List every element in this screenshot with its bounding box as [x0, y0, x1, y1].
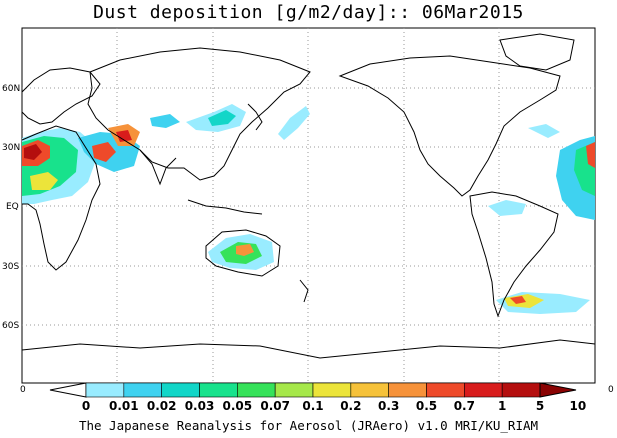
- dust-region-iran-peak: [116, 130, 132, 142]
- colorbar-label: 0.5: [416, 399, 437, 413]
- colorbar-right-edge-label: 0: [608, 385, 614, 395]
- coastline-africa: [21, 125, 101, 271]
- colorbar-label: 0.7: [454, 399, 475, 413]
- colorbar-swatch: [199, 382, 238, 398]
- coastline-asia: [87, 47, 311, 181]
- coastline-greenland: [499, 33, 575, 71]
- colorbar-label: 0.03: [185, 399, 215, 413]
- colorbar-label: 0.01: [109, 399, 139, 413]
- colorbar-swatch: [85, 382, 125, 398]
- dust-region-taklimakan: [150, 114, 180, 128]
- dust-region-australia-high: [236, 244, 254, 256]
- colorbar-swatch: [350, 382, 389, 398]
- dust-region-north-atlantic: [528, 124, 560, 138]
- dust-region-pacific-plume: [278, 106, 310, 140]
- lat-label-eq: EQ: [6, 202, 19, 212]
- colorbar-swatch: [501, 382, 541, 398]
- lat-label-30s: 30S: [2, 262, 19, 272]
- colorbar: 0 0.01 0.02 0.03 0.05 0.07 0.1 0.2 0.3 0.5 0.7 1 5 10: [49, 382, 586, 413]
- dust-region-gobi-core: [208, 110, 236, 126]
- coastline-india: [139, 149, 177, 186]
- coastline-north-america: [338, 55, 561, 197]
- coastline-new-zealand: [299, 279, 309, 303]
- dust-region-amazon: [488, 200, 526, 216]
- dust-region-arabia-high: [92, 142, 116, 162]
- map-title: Dust deposition [g/m2/day]:: 06Mar2015: [93, 2, 524, 23]
- coastline-antarctica: [21, 339, 596, 359]
- colorbar-label: 1: [498, 399, 506, 413]
- coastlines: [21, 33, 596, 359]
- credit-line: The Japanese Reanalysis for Aerosol (JRA…: [78, 418, 539, 433]
- colorbar-label: 0.2: [340, 399, 361, 413]
- latitude-labels: 60N 30N EQ 30S 60S: [2, 84, 20, 331]
- colorbar-label: 0.02: [147, 399, 177, 413]
- colorbar-label: 0.07: [260, 399, 290, 413]
- coastline-indonesia: [187, 199, 263, 215]
- colorbar-label: 0: [82, 399, 90, 413]
- dust-region-sahara-peak: [24, 144, 42, 160]
- colorbar-swatch: [388, 382, 427, 398]
- dust-region-patagonia-high: [510, 296, 526, 304]
- coastline-europe: [21, 67, 101, 125]
- colorbar-left-edge-label: 0: [20, 385, 26, 395]
- coastline-south-america: [469, 191, 559, 318]
- coastline-japan: [247, 103, 263, 131]
- colorbar-swatch: [426, 382, 465, 398]
- colorbar-swatch: [312, 382, 352, 398]
- colorbar-label: 0.1: [302, 399, 323, 413]
- colorbar-label: 10: [569, 399, 586, 413]
- dust-region-atlantic-plume-high: [586, 142, 595, 168]
- colorbar-low-triangle: [49, 382, 87, 398]
- lat-label-60n: 60N: [2, 84, 20, 94]
- dust-region-sahel: [30, 172, 58, 190]
- colorbar-swatch: [237, 382, 276, 398]
- colorbar-swatch: [123, 382, 162, 398]
- colorbar-high-triangle: [539, 382, 577, 398]
- lat-label-30n: 30N: [2, 143, 20, 153]
- colorbar-label: 0.3: [378, 399, 399, 413]
- colorbar-label: 0.05: [223, 399, 253, 413]
- dust-shading: [22, 104, 595, 314]
- colorbar-swatch: [274, 382, 314, 398]
- coastline-australia: [205, 229, 281, 277]
- colorbar-swatch: [464, 382, 503, 398]
- colorbar-label: 5: [536, 399, 544, 413]
- colorbar-swatch: [161, 382, 200, 398]
- lat-label-60s: 60S: [2, 321, 19, 331]
